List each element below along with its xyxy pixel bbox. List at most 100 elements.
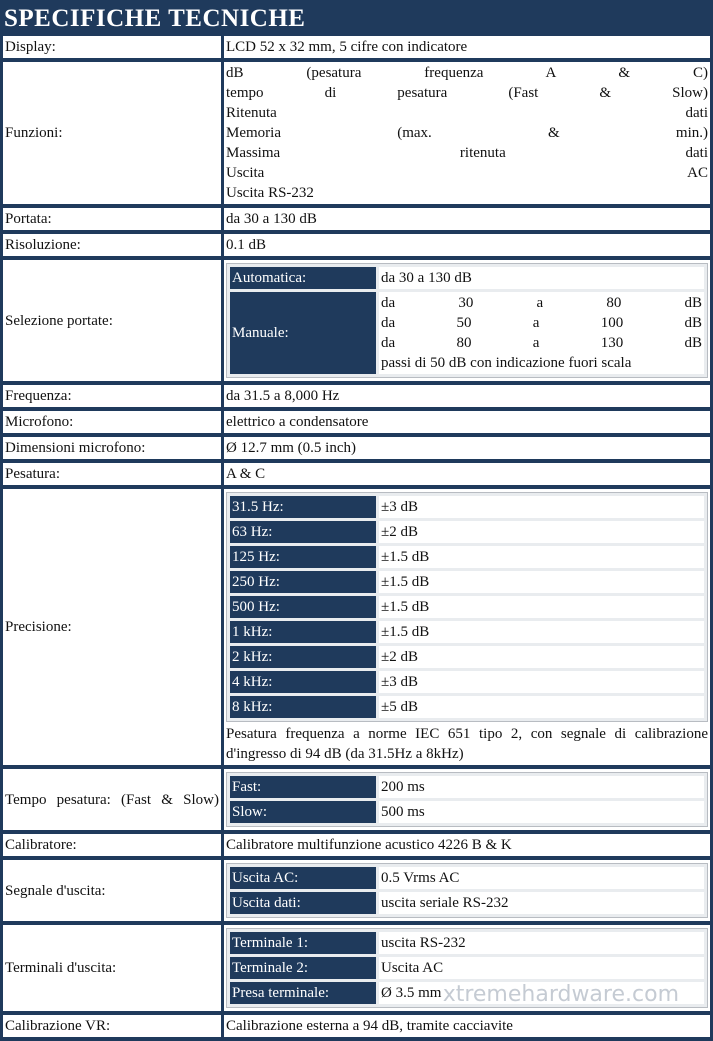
- sub-value: ±1.5 dB: [379, 571, 704, 593]
- spec-label: Microfono:: [3, 411, 221, 433]
- spec-table: Display: LCD 52 x 32 mm, 5 cifre con indi…: [0, 32, 713, 1041]
- value-line: Uscita AC: [381, 960, 444, 976]
- sub-row: Fast: 200 ms: [230, 776, 704, 798]
- sub-label: Automatica:: [230, 267, 376, 289]
- value-line: Ritenuta dati: [226, 105, 708, 121]
- spec-row: Terminali d'uscita: Terminale 1: uscita RS…: [3, 925, 710, 1011]
- note: Pesatura frequenza a norme IEC 651 tipo …: [226, 726, 708, 762]
- spec-value: Terminale 1: uscita RS-232 Terminale 2: Usc…: [224, 925, 710, 1011]
- sub-table: Terminale 1: uscita RS-232 Terminale 2: Usc…: [226, 928, 708, 1008]
- spec-row: Funzioni: dB (pesatura frequenza A & C) te…: [3, 62, 710, 204]
- sub-table: Automatica: da 30 a 130 dB Manuale: da 30 a…: [226, 263, 708, 378]
- value-line: 200 ms: [381, 779, 425, 795]
- spec-value: 31.5 Hz: ±3 dB 63 Hz: ±2 dB 125 Hz: ±1.5 dB 25…: [224, 489, 710, 765]
- value-line: da 50 a 100 dB: [381, 315, 702, 331]
- spec-row: Display: LCD 52 x 32 mm, 5 cifre con indi…: [3, 36, 710, 58]
- sub-table: 31.5 Hz: ±3 dB 63 Hz: ±2 dB 125 Hz: ±1.5 dB 25…: [226, 492, 708, 722]
- sub-value: uscita seriale RS-232: [379, 892, 704, 914]
- sub-label: Uscita dati:: [230, 892, 376, 914]
- sub-value: uscita RS-232: [379, 932, 704, 954]
- spec-row: Segnale d'uscita: Uscita AC: 0.5 Vrms AC Us…: [3, 860, 710, 921]
- spec-row: Calibratore: Calibratore multifunzione ac…: [3, 834, 710, 856]
- spec-value: LCD 52 x 32 mm, 5 cifre con indicatore: [224, 36, 710, 58]
- spec-value: Ø 12.7 mm (0.5 inch): [224, 437, 710, 459]
- sub-label: 31.5 Hz:: [230, 496, 376, 518]
- sub-body: Fast: 200 ms Slow: 500 ms: [230, 776, 704, 823]
- sub-label: Fast:: [230, 776, 376, 798]
- sub-body: Terminale 1: uscita RS-232 Terminale 2: Usc…: [230, 932, 704, 1004]
- spec-value: 0.1 dB: [224, 234, 710, 256]
- value-line: ±3 dB: [381, 499, 418, 515]
- value-line: ±3 dB: [381, 674, 418, 690]
- sub-value: 0.5 Vrms AC: [379, 867, 704, 889]
- sub-table: Uscita AC: 0.5 Vrms AC Uscita dati: uscita …: [226, 863, 708, 918]
- spec-label: Pesatura:: [3, 463, 221, 485]
- sub-row: Manuale: da 30 a 80 dB da 50 a 100 dB da 80…: [230, 292, 704, 374]
- sub-label: Terminale 2:: [230, 957, 376, 979]
- value-line: Uscita AC: [226, 165, 708, 181]
- sub-row: 1 kHz: ±1.5 dB: [230, 621, 704, 643]
- value-line: da 30 a 130 dB: [381, 270, 472, 286]
- sub-label: 250 Hz:: [230, 571, 376, 593]
- spec-label: Dimensioni microfono:: [3, 437, 221, 459]
- value-line: dB (pesatura frequenza A & C): [226, 65, 708, 81]
- spec-label: Selezione portate:: [3, 260, 221, 381]
- spec-label: Risoluzione:: [3, 234, 221, 256]
- sub-body: 31.5 Hz: ±3 dB 63 Hz: ±2 dB 125 Hz: ±1.5 dB 25…: [230, 496, 704, 718]
- spec-row: Pesatura: A & C: [3, 463, 710, 485]
- sub-row: 250 Hz: ±1.5 dB: [230, 571, 704, 593]
- sub-row: Uscita dati: uscita seriale RS-232: [230, 892, 704, 914]
- spec-row: Microfono: elettrico a condensatore: [3, 411, 710, 433]
- sub-value: ±2 dB: [379, 521, 704, 543]
- spec-label: Tempo pesatura: (Fast & Slow): [3, 769, 221, 830]
- sub-label: 500 Hz:: [230, 596, 376, 618]
- sub-row: 63 Hz: ±2 dB: [230, 521, 704, 543]
- spec-value: da 31.5 a 8,000 Hz: [224, 385, 710, 407]
- value-line: uscita RS-232: [381, 935, 466, 951]
- spec-label: Segnale d'uscita:: [3, 860, 221, 921]
- sub-row: Terminale 1: uscita RS-232: [230, 932, 704, 954]
- sub-value: da 30 a 80 dB da 50 a 100 dB da 80 a 130 d…: [379, 292, 704, 374]
- sub-row: Automatica: da 30 a 130 dB: [230, 267, 704, 289]
- value-line: ±1.5 dB: [381, 599, 430, 615]
- spec-value: dB (pesatura frequenza A & C) tempo di pe…: [224, 62, 710, 204]
- spec-value: Calibrazione esterna a 94 dB, tramite ca…: [224, 1015, 710, 1037]
- sub-row: 500 Hz: ±1.5 dB: [230, 596, 704, 618]
- spec-value: elettrico a condensatore: [224, 411, 710, 433]
- spec-value: da 30 a 130 dB: [224, 208, 710, 230]
- spec-value: A & C: [224, 463, 710, 485]
- sub-label: 125 Hz:: [230, 546, 376, 568]
- sub-body: Uscita AC: 0.5 Vrms AC Uscita dati: uscita …: [230, 867, 704, 914]
- value-line: da 80 a 130 dB: [381, 335, 702, 351]
- spec-label: Precisione:: [3, 489, 221, 765]
- sub-row: 4 kHz: ±3 dB: [230, 671, 704, 693]
- spec-value: Fast: 200 ms Slow: 500 ms: [224, 769, 710, 830]
- sub-row: 2 kHz: ±2 dB: [230, 646, 704, 668]
- sub-row: Slow: 500 ms: [230, 801, 704, 823]
- sub-label: 63 Hz:: [230, 521, 376, 543]
- spec-label: Portata:: [3, 208, 221, 230]
- value-line: ±2 dB: [381, 649, 418, 665]
- spec-label: Terminali d'uscita:: [3, 925, 221, 1011]
- value-line: uscita seriale RS-232: [381, 895, 509, 911]
- spec-label: Frequenza:: [3, 385, 221, 407]
- sub-label: Presa terminale:: [230, 982, 376, 1004]
- sub-label: Manuale:: [230, 292, 376, 374]
- spec-row: Calibrazione VR: Calibrazione esterna a 9…: [3, 1015, 710, 1037]
- value-line: ±1.5 dB: [381, 549, 430, 565]
- sub-table: Fast: 200 ms Slow: 500 ms: [226, 772, 708, 827]
- sub-row: Uscita AC: 0.5 Vrms AC: [230, 867, 704, 889]
- sub-label: 1 kHz:: [230, 621, 376, 643]
- sub-label: Uscita AC:: [230, 867, 376, 889]
- sub-value: ±5 dB: [379, 696, 704, 718]
- spec-label: Display:: [3, 36, 221, 58]
- value-line: Ø 3.5 mm: [381, 985, 442, 1001]
- watermark: xtremehardware.com: [442, 982, 679, 1007]
- sub-row: Terminale 2: Uscita AC: [230, 957, 704, 979]
- spec-value: Automatica: da 30 a 130 dB Manuale: da 30 a…: [224, 260, 710, 381]
- value-line: ±2 dB: [381, 524, 418, 540]
- spec-label: Funzioni:: [3, 62, 221, 204]
- value-line: ±5 dB: [381, 699, 418, 715]
